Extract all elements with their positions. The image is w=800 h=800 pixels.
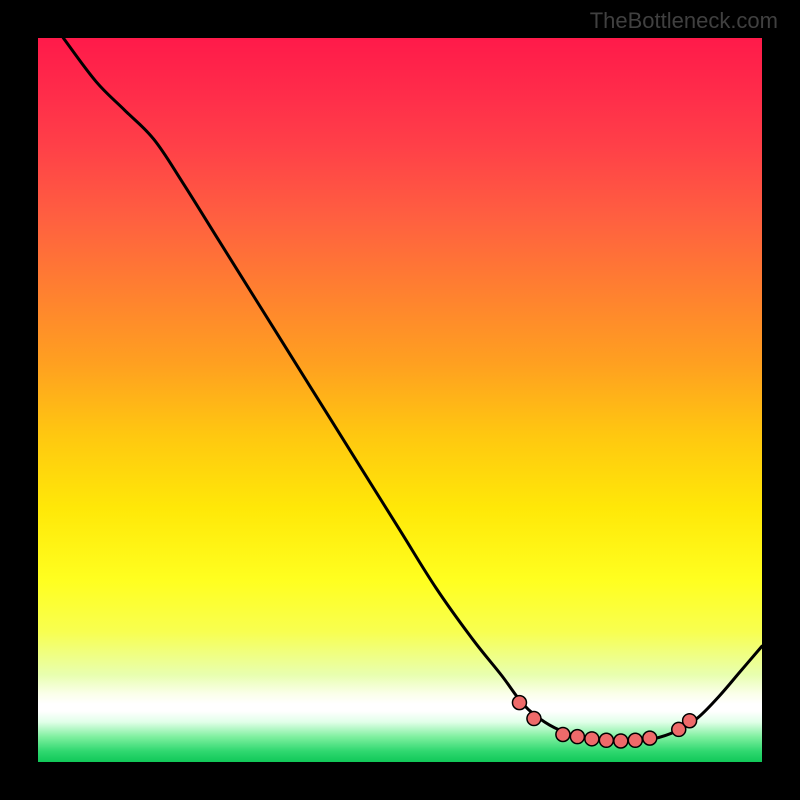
curve-marker <box>556 727 570 741</box>
curve-marker <box>585 732 599 746</box>
curve-marker <box>512 696 526 710</box>
watermark-text: TheBottleneck.com <box>590 8 778 34</box>
chart-plot-area <box>38 38 762 762</box>
curve-marker <box>527 712 541 726</box>
curve-marker <box>643 731 657 745</box>
curve-marker <box>683 714 697 728</box>
curve-markers <box>512 696 696 748</box>
curve-marker <box>614 734 628 748</box>
curve-marker <box>570 730 584 744</box>
bottleneck-curve <box>63 38 762 742</box>
curve-marker <box>599 733 613 747</box>
curve-layer <box>38 38 762 762</box>
curve-marker <box>628 733 642 747</box>
